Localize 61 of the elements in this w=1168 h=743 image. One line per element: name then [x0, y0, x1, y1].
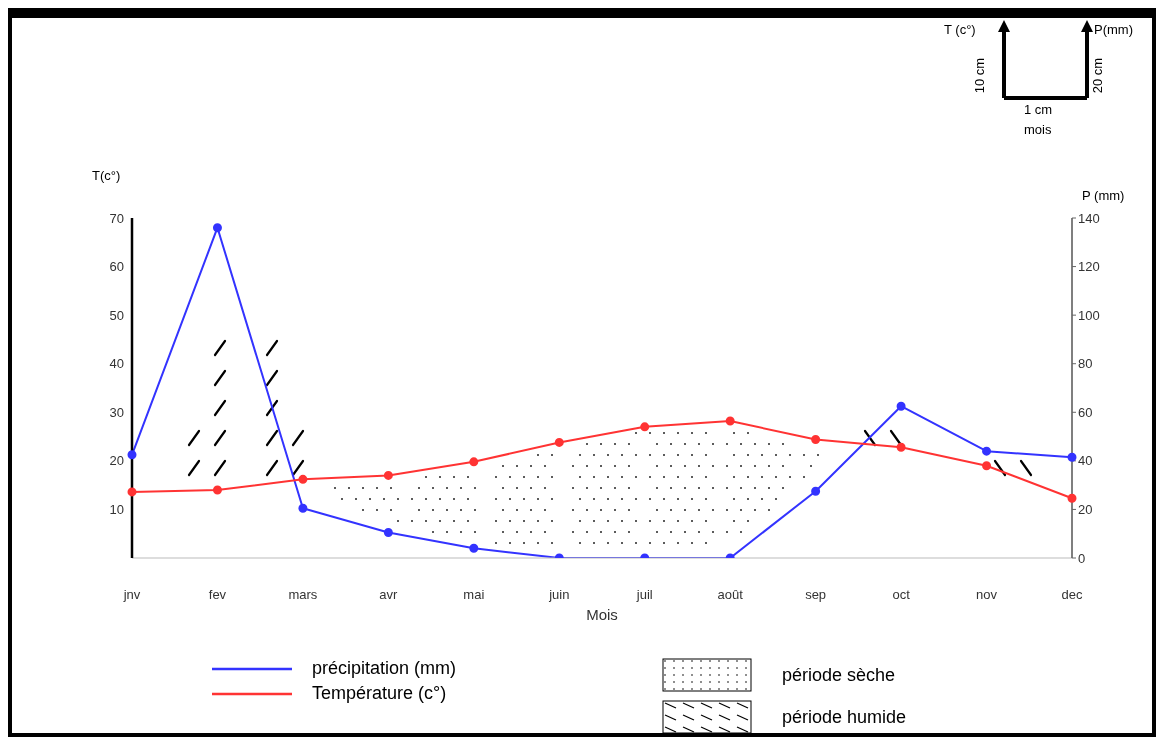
point	[982, 446, 992, 456]
x-tick-label: jnv	[122, 587, 141, 603]
point	[1067, 452, 1077, 462]
x-tick-label: dec	[1061, 587, 1083, 603]
x-axis-title: Mois	[586, 606, 618, 623]
point	[896, 401, 906, 411]
point	[640, 422, 650, 432]
y-axis-title: T(c°)	[92, 168, 121, 183]
legend-label: Température (c°)	[312, 683, 447, 704]
y-tick-label: 30	[109, 404, 124, 420]
point	[127, 487, 137, 497]
x-tick-label: fev	[208, 587, 227, 603]
text: P(mm)	[1094, 22, 1133, 37]
x-tick-label: mars	[288, 587, 318, 603]
y2-tick-label: 100	[1078, 307, 1100, 323]
y2-axis-title: P (mm)	[1082, 188, 1125, 203]
x-tick-label: mai	[463, 587, 485, 603]
y2-tick-label: 120	[1078, 259, 1100, 275]
x-tick-label: août	[717, 587, 744, 603]
y2-tick-label: 80	[1078, 356, 1093, 372]
point	[469, 457, 479, 467]
x-tick-label: sep	[805, 587, 827, 603]
text: période sèche	[782, 664, 896, 686]
legend-label: précipitation (mm)	[312, 658, 457, 679]
point	[982, 461, 992, 471]
text: période humide	[782, 706, 907, 728]
y2-tick-label: 20	[1078, 502, 1093, 518]
x-tick-label: oct	[892, 587, 911, 603]
text: 20 cm	[1090, 57, 1106, 94]
y-tick-label: 20	[109, 453, 124, 469]
text: 1 cm	[1024, 102, 1053, 117]
y2-tick-label: 0	[1078, 550, 1086, 566]
text: 10 cm	[972, 57, 988, 94]
text: mois	[1024, 122, 1052, 137]
x-tick-label: juin	[548, 587, 570, 603]
point	[469, 543, 479, 553]
x-tick-label: juil	[635, 587, 653, 603]
y2-tick-label: 60	[1078, 404, 1093, 420]
point	[298, 503, 308, 513]
point	[811, 434, 821, 444]
y-tick-label: 70	[109, 210, 124, 226]
point	[212, 223, 222, 233]
point	[725, 416, 735, 426]
y2-tick-label: 140	[1078, 210, 1100, 226]
point	[811, 486, 821, 496]
y-tick-label: 50	[109, 307, 124, 323]
text: T (c°)	[944, 22, 976, 37]
y2-tick-label: 40	[1078, 453, 1093, 469]
y-tick-label: 10	[109, 502, 124, 518]
point	[127, 450, 137, 460]
point	[298, 474, 308, 484]
point	[1067, 493, 1077, 503]
point	[896, 442, 906, 452]
point	[383, 470, 393, 480]
point	[383, 528, 393, 537]
point	[554, 437, 564, 447]
y-tick-label: 60	[109, 259, 124, 275]
y-tick-label: 40	[109, 356, 124, 372]
x-tick-label: avr	[379, 587, 399, 603]
point	[212, 485, 222, 495]
x-tick-label: nov	[976, 587, 998, 603]
